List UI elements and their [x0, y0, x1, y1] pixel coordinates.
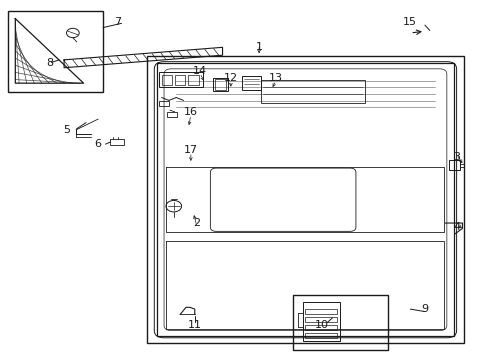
- Text: 17: 17: [183, 144, 198, 154]
- Text: 10: 10: [314, 320, 328, 330]
- Text: 12: 12: [224, 73, 238, 83]
- Bar: [110, 139, 124, 145]
- Text: 11: 11: [187, 320, 202, 330]
- Bar: [303, 302, 339, 341]
- Bar: [161, 75, 172, 85]
- Bar: [159, 72, 203, 87]
- Bar: [8, 12, 103, 92]
- Text: 6: 6: [95, 139, 102, 149]
- Bar: [305, 325, 336, 330]
- Bar: [174, 75, 185, 85]
- Text: 16: 16: [183, 107, 198, 117]
- Bar: [293, 295, 387, 350]
- Bar: [305, 309, 336, 315]
- Bar: [305, 317, 336, 322]
- Text: 2: 2: [193, 218, 200, 228]
- Text: 13: 13: [269, 73, 283, 83]
- Text: 9: 9: [421, 304, 427, 314]
- Bar: [260, 80, 364, 103]
- Bar: [159, 101, 168, 106]
- Text: 1: 1: [255, 42, 262, 52]
- Text: 4: 4: [452, 222, 459, 231]
- Bar: [242, 76, 260, 90]
- Text: 8: 8: [46, 58, 53, 68]
- Text: 15: 15: [403, 17, 416, 27]
- Bar: [187, 75, 198, 85]
- Bar: [305, 333, 336, 338]
- Bar: [167, 112, 177, 117]
- Text: 14: 14: [192, 66, 206, 76]
- Bar: [212, 78, 228, 91]
- Bar: [147, 56, 463, 343]
- Bar: [214, 79, 226, 90]
- Text: 5: 5: [63, 125, 70, 135]
- Text: 3: 3: [452, 152, 459, 162]
- Text: 7: 7: [114, 17, 121, 27]
- Bar: [448, 160, 459, 170]
